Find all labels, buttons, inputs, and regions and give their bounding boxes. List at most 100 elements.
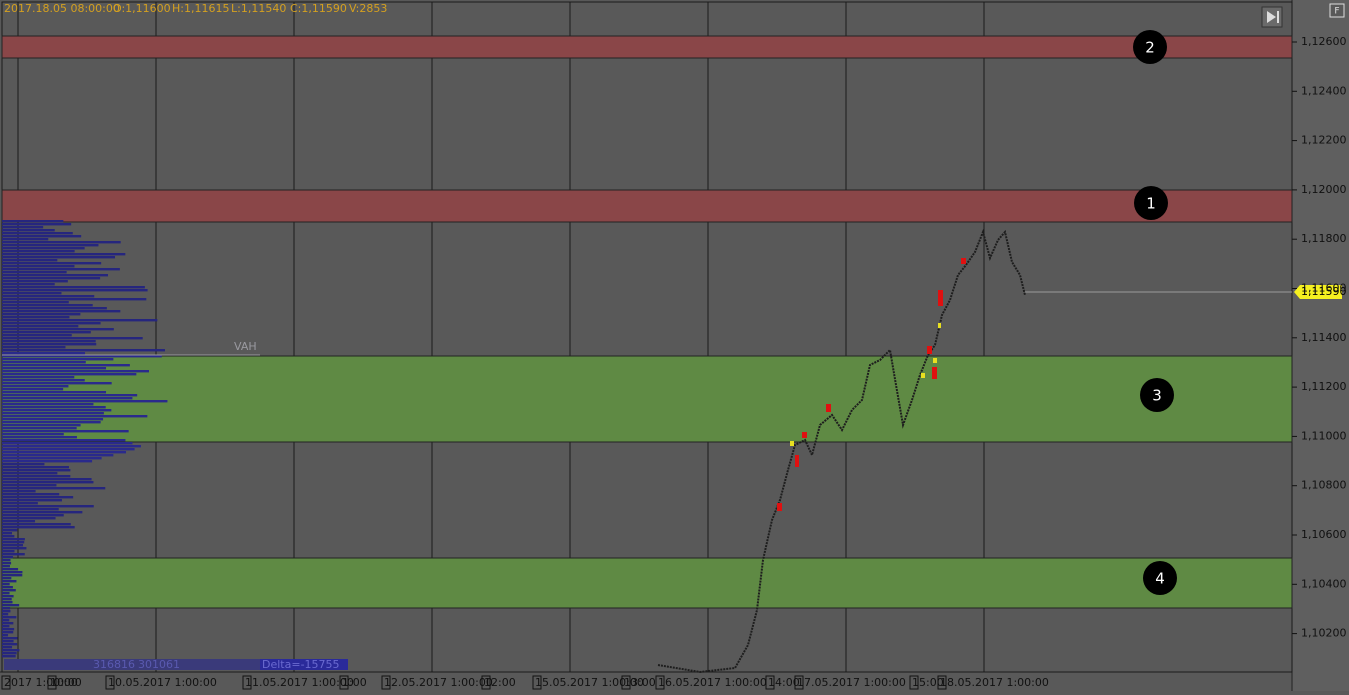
sell-volume: 301061 bbox=[138, 658, 180, 671]
profile-bar bbox=[2, 649, 20, 652]
profile-bar bbox=[2, 598, 12, 601]
price-tick-label: 1,11200 bbox=[1301, 380, 1347, 393]
profile-bar bbox=[2, 445, 141, 448]
time-tick-label: 13:00 bbox=[624, 676, 656, 689]
profile-bar bbox=[2, 610, 11, 613]
fullscreen-label[interactable]: F bbox=[1334, 7, 1339, 17]
profile-bar bbox=[2, 271, 67, 274]
profile-bar bbox=[2, 556, 13, 559]
profile-bar bbox=[2, 484, 57, 487]
profile-bar bbox=[2, 259, 58, 262]
current-price-label: 1,11590 bbox=[1301, 285, 1347, 298]
profile-bar bbox=[2, 643, 18, 646]
profile-bar bbox=[2, 385, 69, 388]
profile-bar bbox=[2, 496, 74, 499]
profile-bar bbox=[2, 622, 14, 625]
time-tick-label: 16.05.2017 1:00:00 bbox=[658, 676, 767, 689]
profile-bar bbox=[2, 472, 58, 475]
profile-bar bbox=[2, 256, 116, 259]
profile-bar bbox=[2, 469, 71, 472]
profile-bar bbox=[2, 439, 126, 442]
signal-markers bbox=[777, 258, 966, 511]
profile-bar bbox=[2, 493, 60, 496]
profile-bar bbox=[2, 583, 10, 586]
profile-bar bbox=[2, 451, 127, 454]
profile-bar bbox=[2, 478, 92, 481]
profile-bar bbox=[2, 421, 101, 424]
header-open: O:1,11600 bbox=[113, 2, 171, 15]
price-tick-label: 1,11000 bbox=[1301, 429, 1347, 442]
profile-bar bbox=[2, 343, 97, 346]
marker bbox=[927, 346, 932, 354]
profile-bar bbox=[2, 457, 102, 460]
scroll-end-button[interactable] bbox=[1261, 6, 1283, 28]
profile-bar bbox=[2, 499, 62, 502]
time-tick-label: 12:00 bbox=[484, 676, 516, 689]
profile-bar bbox=[2, 604, 20, 607]
profile-bar bbox=[2, 580, 17, 583]
button-icon bbox=[1277, 11, 1279, 23]
profile-bar bbox=[2, 529, 18, 532]
time-tick-label: 2017 1:00:00 bbox=[4, 676, 78, 689]
profile-bar bbox=[2, 316, 70, 319]
profile-bar bbox=[2, 640, 14, 643]
profile-bar bbox=[2, 568, 19, 571]
profile-bar bbox=[2, 460, 93, 463]
profile-bar bbox=[2, 376, 75, 379]
profile-bar bbox=[2, 244, 99, 247]
profile-bar bbox=[2, 487, 106, 490]
time-tick-label: 11.05.2017 1:00:00 bbox=[245, 676, 354, 689]
profile-bar bbox=[2, 565, 10, 568]
profile-bar bbox=[2, 586, 13, 589]
profile-bar bbox=[2, 400, 168, 403]
marker bbox=[938, 323, 941, 328]
price-tick-label: 1,10600 bbox=[1301, 528, 1347, 541]
profile-bar bbox=[2, 382, 112, 385]
profile-bar bbox=[2, 466, 69, 469]
price-tick-label: 1,11800 bbox=[1301, 232, 1347, 245]
price-tick-label: 1,10200 bbox=[1301, 627, 1347, 640]
time-label-box bbox=[105, 675, 115, 690]
profile-bar bbox=[2, 502, 38, 505]
time-label-box bbox=[381, 675, 391, 690]
time-tick-label: 17.05.2017 1:00:00 bbox=[797, 676, 906, 689]
time-label-box bbox=[47, 675, 57, 690]
marker bbox=[932, 367, 937, 379]
fullscreen-button[interactable] bbox=[1329, 3, 1345, 18]
time-label-box bbox=[794, 675, 804, 690]
profile-bar bbox=[2, 307, 107, 310]
profile-bar bbox=[2, 427, 77, 430]
time-tick-label: 14:00 bbox=[768, 676, 800, 689]
profile-bar bbox=[2, 391, 107, 394]
profile-bar bbox=[2, 418, 104, 421]
profile-bar bbox=[2, 652, 17, 655]
profile-bar bbox=[2, 310, 121, 313]
time-label-box bbox=[909, 675, 919, 690]
profile-bar bbox=[2, 550, 15, 553]
delta-value: Delta=-15755 bbox=[262, 658, 340, 671]
profile-bar bbox=[2, 655, 16, 658]
profile-bar bbox=[2, 481, 94, 484]
zone-number: 1 bbox=[1146, 195, 1156, 213]
header-volume: V:2853 bbox=[349, 2, 387, 15]
current-price-tag bbox=[1294, 285, 1342, 299]
profile-bar bbox=[2, 403, 94, 406]
profile-bar bbox=[2, 355, 162, 358]
profile-bar bbox=[2, 247, 85, 250]
profile-bar bbox=[2, 265, 75, 268]
button-icon bbox=[1267, 11, 1276, 23]
price-tick-label: 1,11600 bbox=[1301, 282, 1347, 295]
profile-bar bbox=[2, 373, 137, 376]
price-tick-label: 1,11400 bbox=[1301, 331, 1347, 344]
profile-bar bbox=[2, 517, 56, 520]
profile-bar bbox=[2, 463, 45, 466]
profile-bar bbox=[2, 286, 145, 289]
profile-bar bbox=[2, 631, 14, 634]
profile-bar bbox=[2, 319, 158, 322]
profile-bar bbox=[2, 220, 64, 223]
profile-bar bbox=[2, 535, 15, 538]
profile-bar bbox=[2, 283, 55, 286]
price-tick-label: 1,10400 bbox=[1301, 577, 1347, 590]
